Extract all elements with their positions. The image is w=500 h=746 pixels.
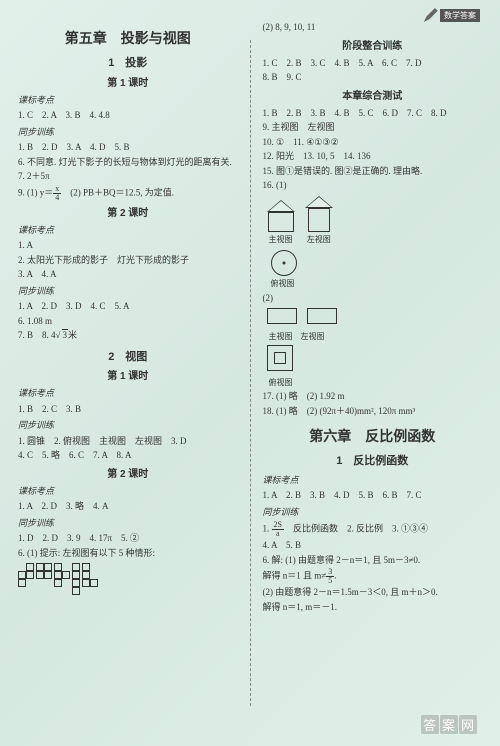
txt: (2) PB＋BQ＝12.5, 为定值.: [61, 187, 174, 197]
answer-line: 15. 图①是错误的. 图②是正确的. 理由略.: [263, 165, 483, 179]
top-view-circle-icon: [271, 250, 297, 276]
answer-line: 1. 圆锥 2. 俯视图 主视图 左视图 3. D: [18, 435, 238, 449]
answer-line: 18. (1) 略 (2) (92π＋40)mm², 120π mm³: [263, 405, 483, 419]
kb-label: 课标考点: [18, 485, 238, 499]
shape-1: [18, 563, 34, 595]
sec-1-p2-title: 第 2 课时: [18, 206, 238, 221]
answer-line: 6. (1) 提示: 左视图有以下 5 种情形:: [18, 547, 238, 561]
front-view-rect-icon: [267, 308, 297, 324]
answer-line: 16. (1): [263, 179, 483, 193]
shape-4: [72, 563, 80, 595]
page: 数学答案 第五章 投影与视图 1 投影 第 1 课时 课标考点 1. C 2. …: [0, 0, 500, 746]
kb-label: 课标考点: [263, 474, 483, 488]
answer-line: (2) 8, 9, 10, 11: [263, 21, 483, 35]
answer-line: 1. A 2. B 3. B 4. D 5. B 6. B 7. C: [263, 489, 483, 503]
left-view-icon: 左视图: [305, 196, 333, 246]
answer-line: 8. B 9. C: [263, 71, 483, 85]
tetromino-shapes: [18, 563, 238, 595]
answer-line: 6. 解: (1) 由题意得 2－n＝1, 且 5m－3≠0.: [263, 554, 483, 568]
chapter-5-title: 第五章 投影与视图: [18, 28, 238, 49]
sec-2-p1-title: 第 1 课时: [18, 369, 238, 384]
answer-line: 9. (1) y＝x4 (2) PB＋BQ＝12.5, 为定值.: [18, 185, 238, 202]
watermark: 答案网: [421, 715, 478, 734]
views-row-2: [263, 306, 483, 331]
left-view-rect-icon: [307, 308, 337, 324]
kb-label: 课标考点: [18, 94, 238, 108]
header-tag-text: 数学答案: [440, 9, 480, 22]
shape-3: [54, 563, 70, 595]
tb-label: 同步训练: [263, 506, 483, 520]
answer-line: 1. C 2. A 3. B 4. 4.8: [18, 109, 238, 123]
answer-line: 6. 不同意. 灯光下影子的长短与物体到灯光的距离有关.: [18, 156, 238, 170]
fraction: 35: [326, 568, 334, 585]
shape-2: [36, 563, 52, 595]
header-tag: 数学答案: [424, 8, 480, 22]
txt: 9. (1) y＝: [18, 187, 53, 197]
answer-line: (2) 由题意得 2－n＝1.5m－3＜0, 且 m＋n＞0.: [263, 586, 483, 600]
answer-line: 1. D 2. D 3. 9 4. 17π 5. ②: [18, 532, 238, 546]
tb-label: 同步训练: [18, 285, 238, 299]
sec-2-p2-title: 第 2 课时: [18, 467, 238, 482]
answer-line: 4. A 5. B: [263, 539, 483, 553]
answer-line: 1. B 2. C 3. B: [18, 403, 238, 417]
answer-line: 2. 太阳光下形成的影子 灯光下形成的影子: [18, 254, 238, 268]
answer-line: 1. B 2. D 3. A 4. D 5. B: [18, 141, 238, 155]
ch6-sec-1-title: 1 反比例函数: [263, 453, 483, 470]
answer-line: 7. 2＋5π: [18, 170, 238, 184]
answer-line: 4. C 5. 略 6. C 7. A 8. A: [18, 449, 238, 463]
chapter-6-title: 第六章 反比例函数: [263, 426, 483, 447]
caption: 俯视图: [269, 377, 483, 389]
answer-line: 7. B 8. 43米: [18, 329, 238, 343]
fraction: 2Sa: [272, 521, 284, 538]
kb-label: 课标考点: [18, 224, 238, 238]
answer-line: (2): [263, 292, 483, 306]
answer-line: 6. 1.08 m: [18, 315, 238, 329]
caption: 主视图 左视图: [269, 331, 483, 343]
left-column: 第五章 投影与视图 1 投影 第 1 课时 课标考点 1. C 2. A 3. …: [18, 20, 238, 746]
sec-1-title: 1 投影: [18, 55, 238, 72]
columns: 第五章 投影与视图 1 投影 第 1 课时 课标考点 1. C 2. A 3. …: [18, 20, 482, 746]
answer-line: 1. C 2. B 3. C 4. B 5. A 6. C 7. D: [263, 57, 483, 71]
tb-label: 同步训练: [18, 126, 238, 140]
sec-2-title: 2 视图: [18, 349, 238, 366]
answer-line: 解得 n＝1 且 m≠35.: [263, 568, 483, 585]
top-view-nested-rect-icon: [267, 345, 293, 371]
answer-line: 10. ① 11. ④①③②: [263, 136, 483, 150]
front-view-icon: 主视图: [267, 200, 295, 246]
right-column: (2) 8, 9, 10, 11 阶段整合训练 1. C 2. B 3. C 4…: [263, 20, 483, 746]
answer-line: 1. A 2. D 3. 略 4. A: [18, 500, 238, 514]
answer-line: 12. 阳光 13. 10, 5 14. 136: [263, 150, 483, 164]
tb-label: 同步训练: [18, 419, 238, 433]
answer-line: 1. A 2. D 3. D 4. C 5. A: [18, 300, 238, 314]
kb-label: 课标考点: [18, 387, 238, 401]
answer-line: 3. A 4. A: [18, 268, 238, 282]
tb-label: 同步训练: [18, 517, 238, 531]
answer-line: 9. 主视图 左视图: [263, 121, 483, 135]
stage-title: 阶段整合训练: [263, 39, 483, 54]
sqrt: 3: [56, 329, 69, 343]
pen-icon: [424, 8, 438, 22]
column-divider: [250, 40, 251, 706]
answer-line: 1. 2Sa 反比例函数 2. 反比例 3. ①③④: [263, 521, 483, 538]
sec-1-p1-title: 第 1 课时: [18, 76, 238, 91]
views-row-1: 主视图 左视图: [263, 194, 483, 248]
answer-line: 17. (1) 略 (2) 1.92 m: [263, 390, 483, 404]
shape-5: [82, 563, 98, 595]
answer-line: 1. A: [18, 239, 238, 253]
answer-line: 1. B 2. B 3. B 4. B 5. C 6. D 7. C 8. D: [263, 107, 483, 121]
answer-line: 解得 n＝1, m＝－1.: [263, 601, 483, 615]
test-title: 本章综合测试: [263, 89, 483, 104]
caption: 俯视图: [271, 278, 483, 290]
